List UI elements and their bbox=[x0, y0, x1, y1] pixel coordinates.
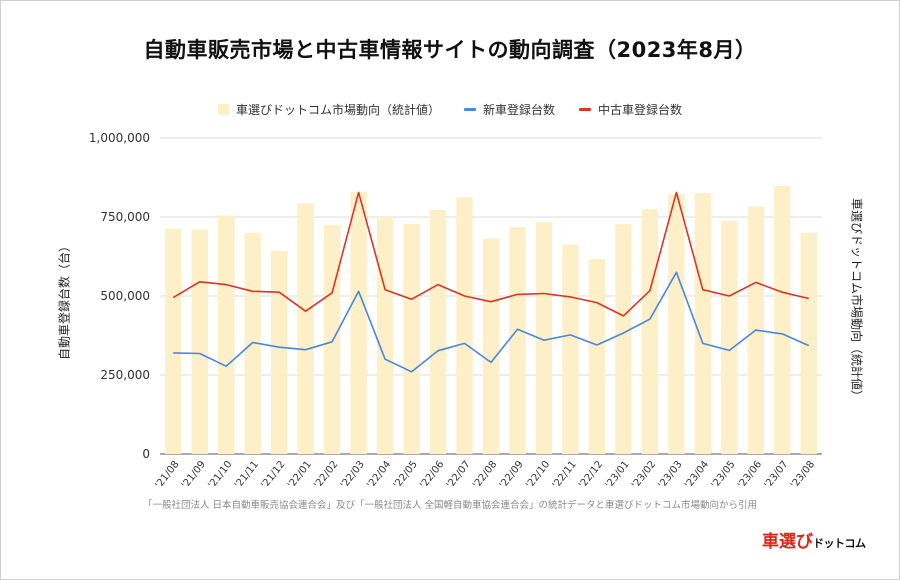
x-tick-label: '23/03 bbox=[657, 459, 685, 491]
legend-item-bars: 車選びドットコム市場動向（統計値） bbox=[217, 101, 440, 118]
x-tick-label: '22/08 bbox=[471, 459, 499, 491]
bar bbox=[456, 197, 473, 454]
legend-swatch-used bbox=[579, 108, 591, 111]
x-tick-label: '23/04 bbox=[683, 459, 711, 491]
x-tick-label: '23/05 bbox=[710, 459, 738, 491]
logo-text-main: 車選び bbox=[762, 532, 813, 552]
bar bbox=[429, 210, 447, 454]
legend-item-new: 新車登録台数 bbox=[463, 101, 555, 118]
legend-swatch-new bbox=[463, 108, 476, 111]
y-axis-label-right: 車選びドットコム市場動向（統計値） bbox=[849, 197, 864, 403]
x-tick-label: '21/08 bbox=[153, 459, 181, 491]
x-tick-label: '21/09 bbox=[180, 459, 208, 491]
bar bbox=[535, 222, 553, 454]
bar bbox=[376, 217, 394, 454]
series-line-new bbox=[173, 271, 810, 373]
x-tick-label: '22/11 bbox=[551, 459, 579, 491]
source-note: 「一般社団法人 日本自動車販売協会連合会」及び「一般社団法人 全国軽自動車協会連… bbox=[142, 500, 758, 511]
bar bbox=[800, 232, 817, 454]
bar bbox=[668, 193, 685, 454]
bar bbox=[482, 238, 500, 454]
legend-label-used: 中古車登録台数 bbox=[598, 103, 683, 117]
bar bbox=[297, 203, 314, 454]
bar bbox=[562, 244, 579, 454]
brand-logo: 車選びドットコム bbox=[762, 527, 866, 552]
bar bbox=[615, 224, 632, 454]
bar bbox=[403, 223, 420, 454]
x-tick-label: '23/06 bbox=[736, 459, 764, 491]
bar bbox=[323, 224, 341, 454]
x-tick-label: '21/11 bbox=[233, 459, 261, 491]
legend-label-new: 新車登録台数 bbox=[482, 103, 555, 117]
x-tick-label: '21/10 bbox=[206, 459, 234, 491]
legend-label-bars: 車選びドットコム市場動向（統計値） bbox=[235, 103, 440, 117]
legend-item-used: 中古車登録台数 bbox=[579, 101, 682, 118]
bar bbox=[350, 191, 367, 454]
x-tick-label: '22/10 bbox=[524, 459, 552, 491]
logo-text-sub: ドットコム bbox=[813, 537, 866, 550]
x-tick-label: '23/07 bbox=[763, 459, 791, 491]
chart-title: 自動車販売市場と中古車情報サイトの動向調査（2023年8月） bbox=[143, 38, 757, 62]
x-tick-label: '22/03 bbox=[339, 459, 367, 491]
bar bbox=[774, 186, 791, 455]
y-axis-label-left: 自動車登録台数（台） bbox=[57, 239, 72, 361]
x-tick-label: '23/02 bbox=[630, 459, 658, 491]
bar bbox=[588, 259, 606, 454]
x-tick-label: '22/04 bbox=[365, 459, 393, 491]
x-tick-label: '21/12 bbox=[259, 459, 287, 491]
bar bbox=[270, 250, 288, 454]
y-tick-label: 750,000 bbox=[100, 210, 150, 224]
x-tick-label: '22/12 bbox=[577, 459, 605, 491]
x-tick-label: '22/07 bbox=[445, 459, 473, 491]
x-tick-label: '22/01 bbox=[286, 459, 314, 491]
y-tick-label: 1,000,000 bbox=[89, 131, 150, 145]
series-line-used bbox=[172, 191, 809, 317]
legend-swatch-bars bbox=[217, 104, 229, 115]
y-tick-label: 0 bbox=[142, 447, 150, 461]
legend: 車選びドットコム市場動向（統計値） 新車登録台数 中古車登録台数 bbox=[0, 101, 900, 118]
bar bbox=[641, 209, 659, 454]
bar bbox=[165, 228, 182, 454]
x-tick-label: '22/09 bbox=[498, 459, 526, 491]
x-tick-label: '22/02 bbox=[312, 459, 340, 491]
bar bbox=[694, 192, 712, 454]
y-tick-label: 500,000 bbox=[100, 289, 150, 303]
bar bbox=[721, 221, 738, 454]
y-tick-label: 250,000 bbox=[100, 368, 150, 382]
x-tick-label: '22/05 bbox=[392, 459, 420, 491]
x-tick-label: '23/08 bbox=[789, 459, 817, 491]
bar bbox=[191, 229, 208, 454]
x-tick-label: '22/06 bbox=[418, 459, 446, 491]
bar bbox=[509, 227, 526, 454]
bar bbox=[217, 215, 235, 454]
x-tick-label: '23/01 bbox=[604, 459, 632, 491]
